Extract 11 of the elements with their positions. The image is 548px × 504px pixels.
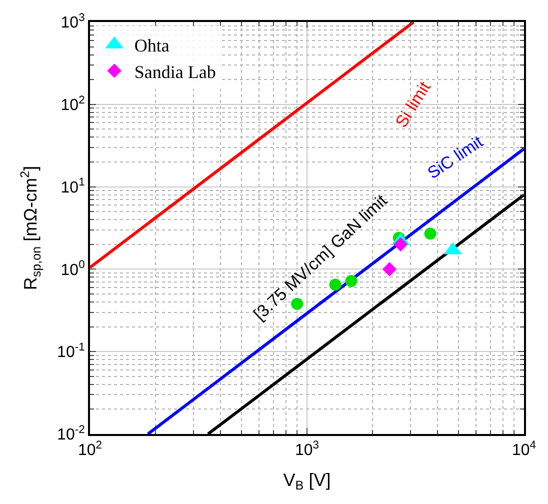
- annotation: SiC limit: [424, 132, 487, 183]
- y-tick-label: 10$^{0}$: [60, 259, 85, 279]
- y-tick-label: 10$^{-1}$: [57, 341, 85, 362]
- y-tick-label: 10$^{3}$: [60, 12, 85, 32]
- x-axis-title: V$_{B}$ [V]: [283, 470, 331, 493]
- legend-label: Ohta: [134, 35, 170, 56]
- x-tick-label: 10$^{4}$: [512, 439, 536, 460]
- y-tick-label: 10$^{2}$: [60, 94, 85, 114]
- legend-label: Sandia Lab: [134, 62, 216, 82]
- x-tick-label: 10$^{3}$: [294, 439, 320, 460]
- y-tick-label: 10$^{1}$: [60, 176, 85, 196]
